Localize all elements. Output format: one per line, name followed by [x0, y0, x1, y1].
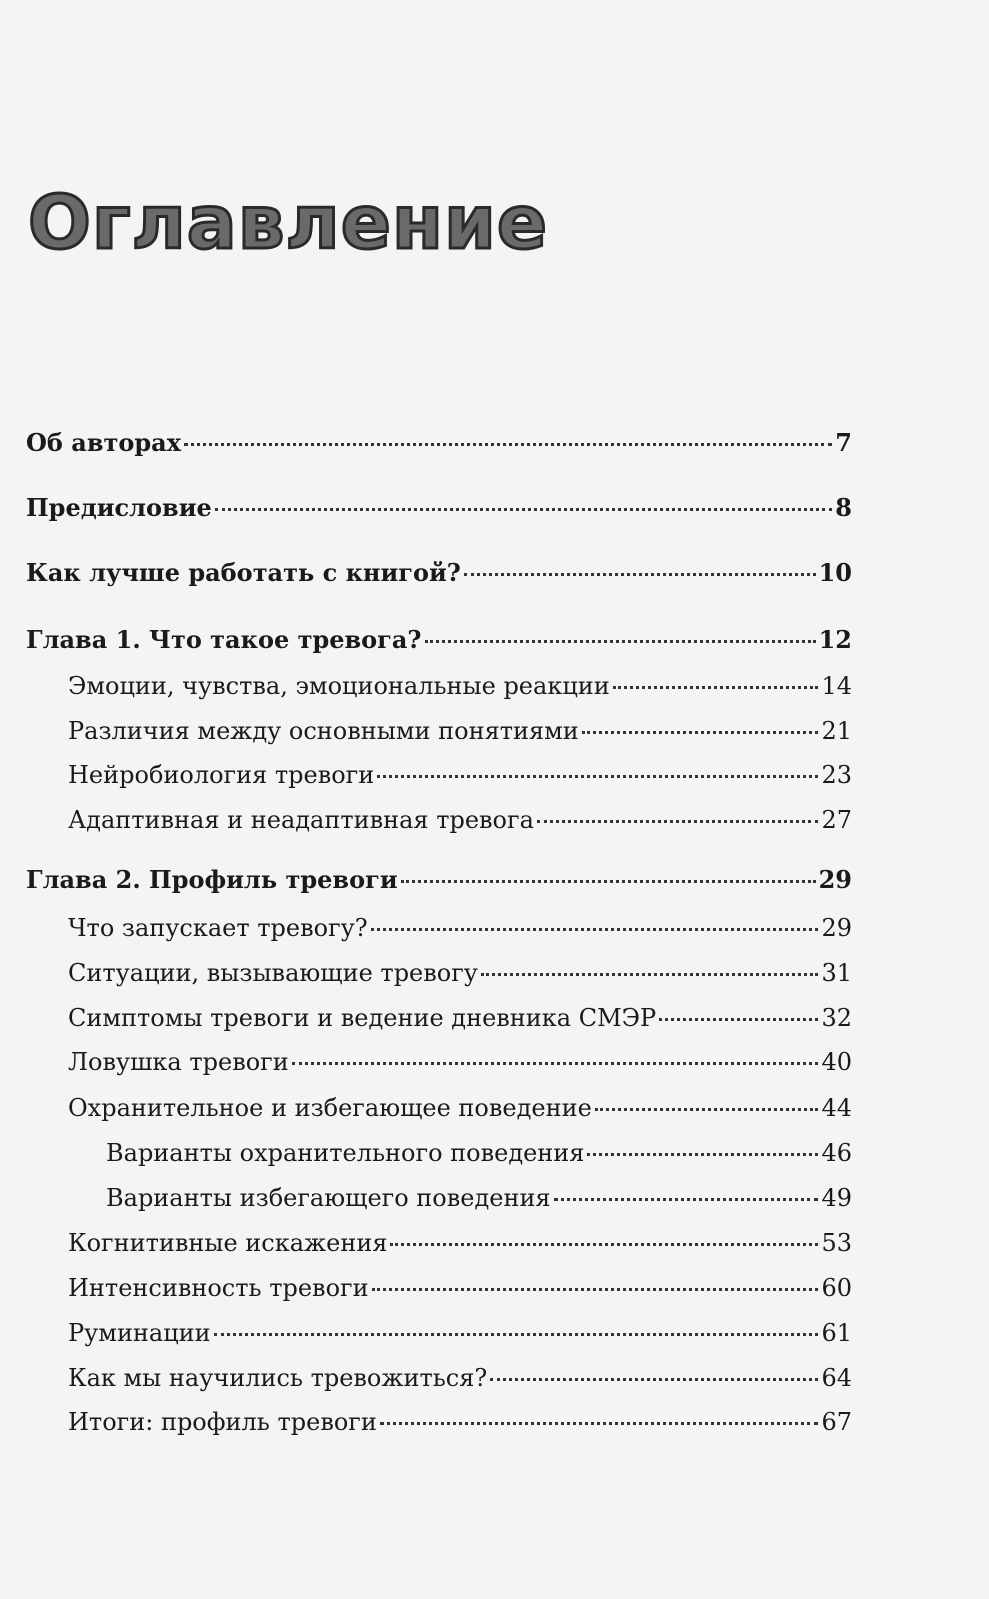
toc-entry-label: Варианты охранительного поведения	[106, 1139, 585, 1167]
toc-entry: Варианты охранительного поведения 46	[106, 1138, 852, 1168]
toc-entry-label: Симптомы тревоги и ведение дневника СМЭР	[68, 1004, 657, 1032]
dot-leader	[480, 973, 819, 976]
toc-entry-label: Адаптивная и неадаптивная тревога	[68, 806, 534, 834]
toc-entry-label: Итоги: профиль тревоги	[68, 1408, 377, 1436]
toc-entry-page: 23	[821, 761, 852, 789]
dot-leader	[587, 1153, 819, 1156]
dot-leader	[536, 820, 819, 823]
toc-entry-label: Глава 1. Что такое тревога?	[26, 625, 422, 654]
toc-entry: Глава 2. Профиль тревоги 29	[26, 865, 852, 895]
toc-entry-page: 46	[821, 1139, 852, 1167]
dot-leader	[379, 1422, 819, 1425]
dot-leader	[370, 928, 819, 931]
toc-entry: Интенсивность тревоги 60	[68, 1273, 852, 1303]
toc-entry-label: Нейробиология тревоги	[68, 761, 375, 789]
toc-entry-page: 67	[821, 1408, 852, 1436]
toc-entry-page: 49	[821, 1184, 852, 1212]
toc-entry-label: Что запускает тревогу?	[68, 914, 368, 942]
page-title: Оглавление	[26, 179, 549, 268]
toc-entry-page: 44	[821, 1094, 852, 1122]
toc-entry-page: 53	[821, 1229, 852, 1257]
dot-leader	[291, 1062, 819, 1065]
dot-leader	[184, 443, 833, 446]
dot-leader	[371, 1288, 819, 1291]
dot-leader	[424, 640, 816, 643]
toc-entry: Нейробиология тревоги 23	[68, 760, 852, 790]
toc-entry: Когнитивные искажения 53	[68, 1228, 852, 1258]
toc-entry: Варианты избегающего поведения 49	[106, 1183, 852, 1213]
toc-entry-page: 8	[835, 493, 852, 522]
dot-leader	[594, 1108, 819, 1111]
dot-leader	[377, 775, 819, 778]
toc-entry-label: Варианты избегающего поведения	[106, 1184, 551, 1212]
dot-leader	[390, 1243, 819, 1246]
dot-leader	[612, 686, 819, 689]
toc-entry-label: Интенсивность тревоги	[68, 1274, 369, 1302]
toc-entry-page: 61	[821, 1319, 852, 1347]
toc-entry: Симптомы тревоги и ведение дневника СМЭР…	[68, 1003, 852, 1033]
toc-entry: Итоги: профиль тревоги 67	[68, 1407, 852, 1437]
toc-entry: Различия между основными понятиями 21	[68, 716, 852, 746]
toc-entry: Адаптивная и неадаптивная тревога 27	[68, 805, 852, 835]
toc-entry-label: Как лучше работать с книгой?	[26, 558, 461, 587]
toc-entry: Ловушка тревоги 40	[68, 1047, 852, 1077]
toc-entry-page: 29	[821, 914, 852, 942]
toc-entry-page: 29	[818, 865, 852, 894]
toc-entry-label: Различия между основными понятиями	[68, 717, 579, 745]
toc-entry-page: 64	[821, 1364, 852, 1392]
toc-entry-label: Об авторах	[26, 428, 182, 457]
dot-leader	[213, 1333, 819, 1336]
toc-entry: Руминации 61	[68, 1318, 852, 1348]
toc-entry-label: Как мы научились тревожиться?	[68, 1364, 488, 1392]
dot-leader	[581, 731, 819, 734]
dot-leader	[659, 1018, 819, 1021]
toc-entry-label: Предисловие	[26, 493, 212, 522]
dot-leader	[553, 1198, 819, 1201]
dot-leader	[463, 573, 816, 576]
toc-entry-label: Когнитивные искажения	[68, 1229, 388, 1257]
toc-entry-page: 7	[835, 428, 852, 457]
toc-entry-label: Глава 2. Профиль тревоги	[26, 865, 398, 894]
toc-entry-page: 32	[821, 1004, 852, 1032]
toc-entry-label: Ловушка тревоги	[68, 1048, 289, 1076]
toc-entry: Что запускает тревогу? 29	[68, 913, 852, 943]
toc-entry: Предисловие 8	[26, 493, 852, 523]
dot-leader	[490, 1378, 819, 1381]
toc-entry-label: Ситуации, вызывающие тревогу	[68, 959, 478, 987]
toc-entry-page: 10	[818, 558, 852, 587]
toc-entry-page: 21	[821, 717, 852, 745]
toc-entry: Охранительное и избегающее поведение 44	[68, 1093, 852, 1123]
toc-entry: Как мы научились тревожиться? 64	[68, 1363, 852, 1393]
toc-entry-label: Эмоции, чувства, эмоциональные реакции	[68, 672, 610, 700]
toc-entry-page: 60	[821, 1274, 852, 1302]
dot-leader	[214, 508, 833, 511]
toc-entry: Глава 1. Что такое тревога? 12	[26, 625, 852, 655]
toc-entry-page: 31	[821, 959, 852, 987]
toc-entry-page: 14	[821, 672, 852, 700]
toc-entry: Как лучше работать с книгой? 10	[26, 558, 852, 588]
toc-entry-label: Охранительное и избегающее поведение	[68, 1094, 592, 1122]
toc-entry-page: 12	[818, 625, 852, 654]
toc-entry-page: 27	[821, 806, 852, 834]
toc-entry-label: Руминации	[68, 1319, 211, 1347]
dot-leader	[400, 880, 816, 883]
toc-entry: Об авторах 7	[26, 428, 852, 458]
toc-entry-page: 40	[821, 1048, 852, 1076]
toc-entry: Эмоции, чувства, эмоциональные реакции 14	[68, 671, 852, 701]
toc-entry: Ситуации, вызывающие тревогу 31	[68, 958, 852, 988]
